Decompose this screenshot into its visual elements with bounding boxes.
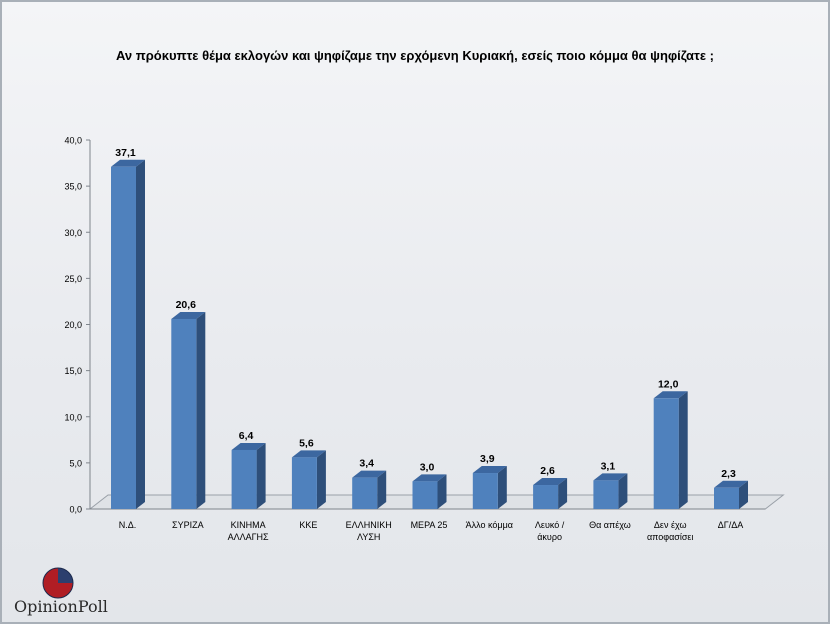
y-tick-label: 40,0 [64,136,82,146]
bar-side [316,450,326,509]
x-tick-label: ΜΕΡΑ 25 [411,520,448,530]
data-label: 3,0 [420,461,435,473]
x-tick-label: ΕΛΛΗΝΙΚΗ ΛΥΣΗ [346,520,392,542]
y-tick-label: 30,0 [64,228,82,238]
x-tick-label: Δεν έχω αποφασίσει [647,520,693,542]
data-label: 2,3 [721,468,736,480]
x-tick-label: Λευκό / άκυρο [535,520,565,542]
bar-side [437,474,447,509]
bar [593,480,619,509]
bar-side [678,391,688,509]
y-tick-label: 25,0 [64,274,82,284]
y-tick-label: 0,0 [69,505,82,515]
x-tick-label: Άλλο κόμμα [466,520,513,530]
bar-side [256,442,266,509]
x-tick-label: ΚΙΝΗΜΑ ΑΛΛΑΓΗΣ [228,520,269,542]
data-label: 20,6 [176,299,197,311]
bar [291,457,317,509]
x-tick-label: ΣΥΡΙΖΑ [172,520,204,530]
bar [533,485,559,509]
bar-top [291,450,326,458]
x-tick-label: Ν.Δ. [119,520,137,530]
data-label: 5,6 [299,437,314,449]
bar [653,398,679,509]
bar-top [231,442,266,450]
bar [111,166,136,509]
chart-title: Αν πρόκυπτε θέμα εκλογών και ψηφίζαμε τη… [116,48,714,63]
x-tick-label: ΚΚΕ [299,520,317,530]
bar-top [412,474,447,482]
bar-side [196,311,206,509]
bar [171,318,197,509]
bar [714,487,739,509]
data-label: 2,6 [540,465,555,477]
bar-top [714,480,748,488]
bar [412,481,438,509]
bar-top [593,473,628,481]
y-tick-label: 20,0 [64,320,82,330]
bar-side [618,473,628,509]
bar-top [111,159,145,167]
data-label: 37,1 [115,147,136,159]
data-label: 12,0 [658,378,679,390]
bar-side [136,159,145,509]
data-label: 3,1 [601,460,616,472]
bar-top [171,311,206,319]
bar-top [653,391,688,399]
x-tick-label: Θα απέχω [589,520,631,530]
bar-side [497,466,507,509]
bar-side [377,470,387,509]
data-label: 3,9 [480,453,495,465]
bar-side [558,478,568,509]
bar-top [533,478,568,486]
bar-side [739,480,748,509]
bar-top [472,466,507,474]
x-tick-label: ΔΓ/ΔΑ [718,520,743,530]
logo-text: OpinionPoll [14,597,108,616]
y-tick-label: 15,0 [64,366,82,376]
y-tick-label: 5,0 [69,458,82,468]
bar-top [352,470,387,478]
data-label: 3,4 [359,458,374,470]
bar [472,473,498,509]
y-tick-label: 35,0 [64,182,82,192]
y-tick-label: 10,0 [64,412,82,422]
bar [231,449,257,509]
bar [352,477,378,509]
data-label: 6,4 [239,430,254,442]
